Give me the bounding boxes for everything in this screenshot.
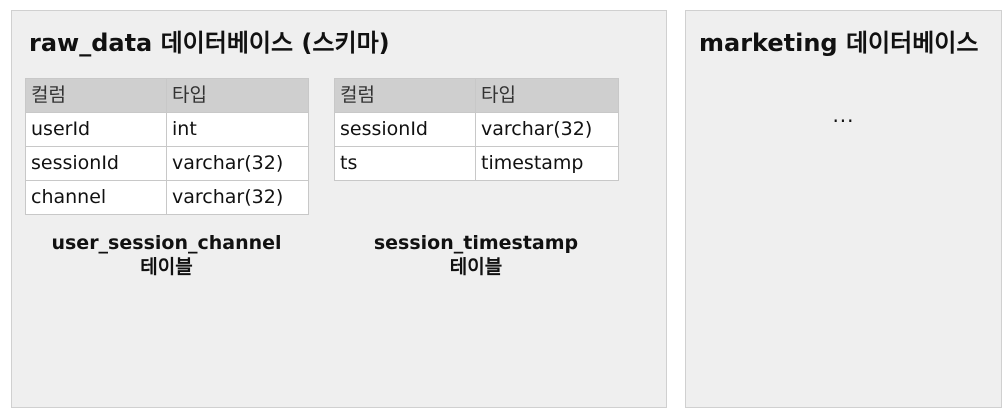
type-header: 타입	[166, 78, 309, 113]
raw-data-database-title: raw_data 데이터베이스 (스키마)	[29, 29, 390, 57]
session-timestamp-table: 컬럼 타입 sessionId varchar(32) ts timestamp	[334, 78, 619, 181]
column-type-cell: timestamp	[475, 146, 619, 181]
table-row: sessionId varchar(32)	[25, 146, 309, 181]
marketing-database-panel: marketing 데이터베이스 ...	[685, 10, 1002, 408]
marketing-database-title: marketing 데이터베이스	[699, 29, 979, 57]
type-header: 타입	[475, 78, 619, 113]
column-name-cell: sessionId	[25, 146, 167, 181]
column-name-cell: sessionId	[334, 112, 476, 147]
table-header-row: 컬럼 타입	[25, 78, 309, 113]
table-row: sessionId varchar(32)	[334, 112, 619, 147]
table-row: userId int	[25, 112, 309, 147]
ellipsis-placeholder: ...	[832, 103, 855, 127]
user-session-channel-table: 컬럼 타입 userId int sessionId varchar(32) c…	[25, 78, 309, 215]
table-name-label: session_timestamp	[373, 232, 579, 254]
table-row: channel varchar(32)	[25, 180, 309, 215]
table-header-row: 컬럼 타입	[334, 78, 619, 113]
column-type-cell: varchar(32)	[475, 112, 619, 147]
table-row: ts timestamp	[334, 146, 619, 181]
session-timestamp-caption: session_timestamp 테이블	[334, 231, 618, 279]
column-type-cell: varchar(32)	[166, 146, 309, 181]
user-session-channel-caption: user_session_channel 테이블	[25, 231, 308, 279]
column-type-cell: varchar(32)	[166, 180, 309, 215]
column-name-cell: channel	[25, 180, 167, 215]
table-name-label: user_session_channel	[51, 232, 282, 254]
table-suffix-label: 테이블	[449, 256, 503, 278]
raw-data-database-panel: raw_data 데이터베이스 (스키마) 컬럼 타입 userId int s…	[11, 10, 667, 408]
column-name-cell: ts	[334, 146, 476, 181]
column-type-cell: int	[166, 112, 309, 147]
table-suffix-label: 테이블	[140, 256, 193, 278]
column-header: 컬럼	[334, 78, 476, 113]
column-name-cell: userId	[25, 112, 167, 147]
column-header: 컬럼	[25, 78, 167, 113]
